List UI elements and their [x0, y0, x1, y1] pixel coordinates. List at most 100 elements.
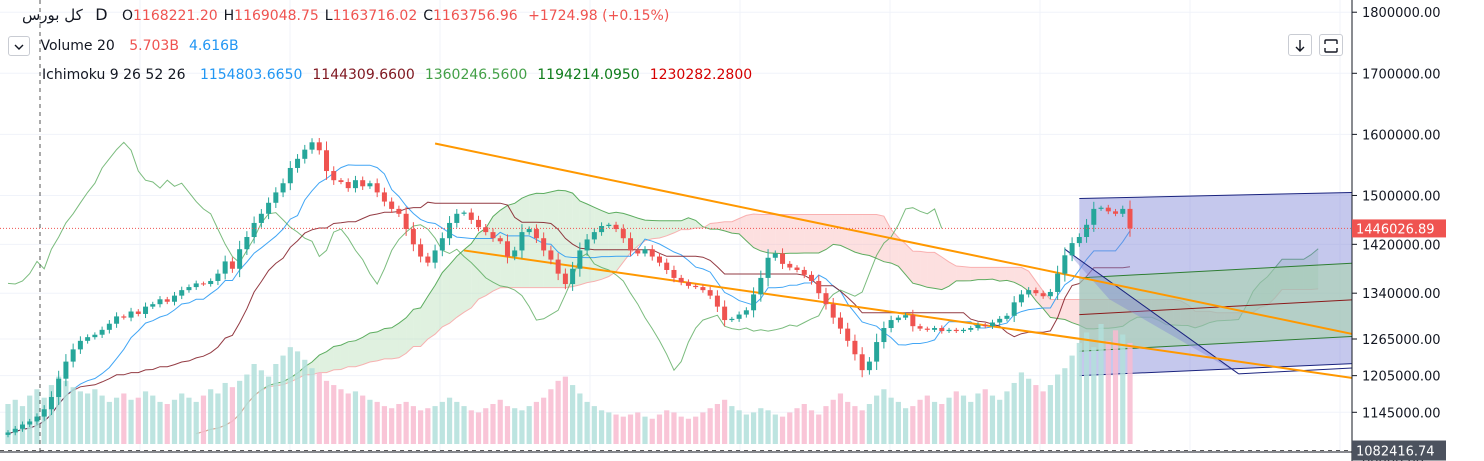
candle-body: [526, 229, 532, 233]
volume-bar: [461, 406, 467, 444]
candle-body: [881, 328, 887, 343]
candle-body: [41, 409, 47, 417]
ichimoku-study-values: 1154803.6650 1144309.6600 1360246.5600 1194…: [190, 67, 752, 83]
volume-bar: [584, 401, 590, 444]
candle-body: [678, 277, 684, 283]
volume-bar: [671, 412, 677, 444]
candle-body: [121, 316, 127, 318]
volume-bar: [92, 389, 98, 444]
candle-body: [367, 183, 373, 187]
candle-body: [150, 304, 156, 307]
volume-bar: [714, 404, 720, 444]
fullscreen-icon[interactable]: [1319, 34, 1343, 56]
ichimoku-cloud-segment: [739, 215, 747, 241]
volume-bar: [758, 408, 764, 444]
arrow-down-icon[interactable]: [1288, 34, 1312, 56]
candle-body: [989, 322, 995, 327]
candle-body: [56, 378, 62, 398]
symbol-name[interactable]: کل بورس: [22, 6, 83, 24]
candle-body: [765, 257, 771, 278]
ichimoku-cloud-segment: [731, 218, 740, 234]
volume-bar: [331, 385, 337, 444]
candle-body: [910, 315, 916, 327]
ichimoku-cloud-segment: [818, 214, 826, 254]
candle-body: [244, 236, 250, 250]
chevron-down-icon[interactable]: [8, 36, 30, 56]
volume-bar: [642, 416, 648, 444]
candle-body: [693, 285, 699, 288]
volume-bar: [519, 410, 525, 444]
ichimoku-cloud-segment: [768, 214, 776, 254]
volume-bar: [287, 347, 293, 444]
candle-body: [808, 274, 814, 281]
candle-body: [946, 329, 952, 332]
candle-body: [381, 192, 387, 202]
volume-bar: [454, 401, 460, 444]
crosshair-price-label: 1082416.74: [1356, 445, 1435, 460]
candle-body: [664, 262, 670, 270]
candle-body: [27, 421, 33, 425]
ichimoku-cloud-segment: [1057, 299, 1065, 320]
ichimoku-cloud-segment: [1021, 267, 1029, 292]
candle-body: [707, 290, 713, 296]
ichimoku-tenkan-line: [7, 164, 1131, 435]
volume-bar: [1105, 340, 1111, 444]
ichimoku-value-0: 1154803.6650: [199, 67, 303, 83]
ichimoku-cloud-segment: [804, 214, 812, 254]
ichimoku-cloud-segment: [797, 214, 805, 254]
candle-body: [917, 326, 923, 329]
volume-bar: [1062, 368, 1068, 444]
ichimoku-cloud-segment: [326, 346, 334, 373]
volume-bar: [591, 406, 597, 444]
candle-body: [656, 256, 662, 263]
candle-body: [939, 328, 945, 332]
candle-body: [816, 280, 822, 294]
ichimoku-cloud-segment: [782, 214, 790, 254]
volume-study-row[interactable]: Volume 20 5.703B 4.616B: [8, 35, 239, 57]
volume-bar: [664, 410, 670, 444]
ichimoku-study-row[interactable]: Ichimoku 9 26 52 26 1154803.6650 1144309.…: [42, 64, 752, 86]
candle-body: [135, 311, 141, 314]
volume-bar: [142, 391, 149, 444]
candle-body: [128, 311, 134, 318]
crosshair-price-badge: [1352, 440, 1446, 461]
candle-body: [751, 294, 757, 311]
candle-body: [215, 273, 221, 281]
ichimoku-cloud-segment: [912, 251, 921, 286]
volume-bar: [150, 395, 156, 444]
volume-bar: [237, 380, 243, 444]
candle-body: [338, 180, 344, 183]
volume-bar: [360, 395, 366, 444]
last-price-badge: [1352, 219, 1446, 238]
volume-bar: [975, 393, 981, 444]
volume-bar: [439, 401, 445, 444]
volume-bar: [989, 395, 996, 444]
volume-bar: [859, 410, 865, 444]
candle-body: [222, 261, 228, 274]
volume-bar: [1026, 378, 1032, 444]
volume-bar: [606, 412, 612, 444]
candle-body: [461, 212, 467, 214]
candle-body: [519, 232, 525, 251]
interval-label[interactable]: D: [95, 5, 108, 24]
candle-body: [982, 324, 988, 327]
ichimoku-cloud-segment: [355, 337, 363, 367]
volume-bar: [468, 410, 474, 444]
ichimoku-cloud-segment: [753, 213, 761, 251]
ichimoku-cloud-segment: [681, 217, 689, 230]
candle-body: [1047, 291, 1053, 297]
candle-body: [830, 304, 836, 318]
change-value: +1724.98 (+0.15%): [528, 8, 670, 24]
ichimoku-cloud-segment: [1006, 267, 1015, 283]
volume-bar: [425, 408, 431, 444]
ichimoku-cloud-segment: [384, 327, 392, 359]
candle-body: [620, 229, 626, 239]
ichimoku-cloud-segment: [500, 205, 508, 288]
candle-body: [924, 328, 930, 330]
volume-bar: [70, 387, 76, 444]
volume-bar: [946, 397, 952, 444]
candle-body: [794, 267, 800, 270]
candle-body: [743, 310, 749, 315]
volume-bar: [186, 397, 192, 444]
